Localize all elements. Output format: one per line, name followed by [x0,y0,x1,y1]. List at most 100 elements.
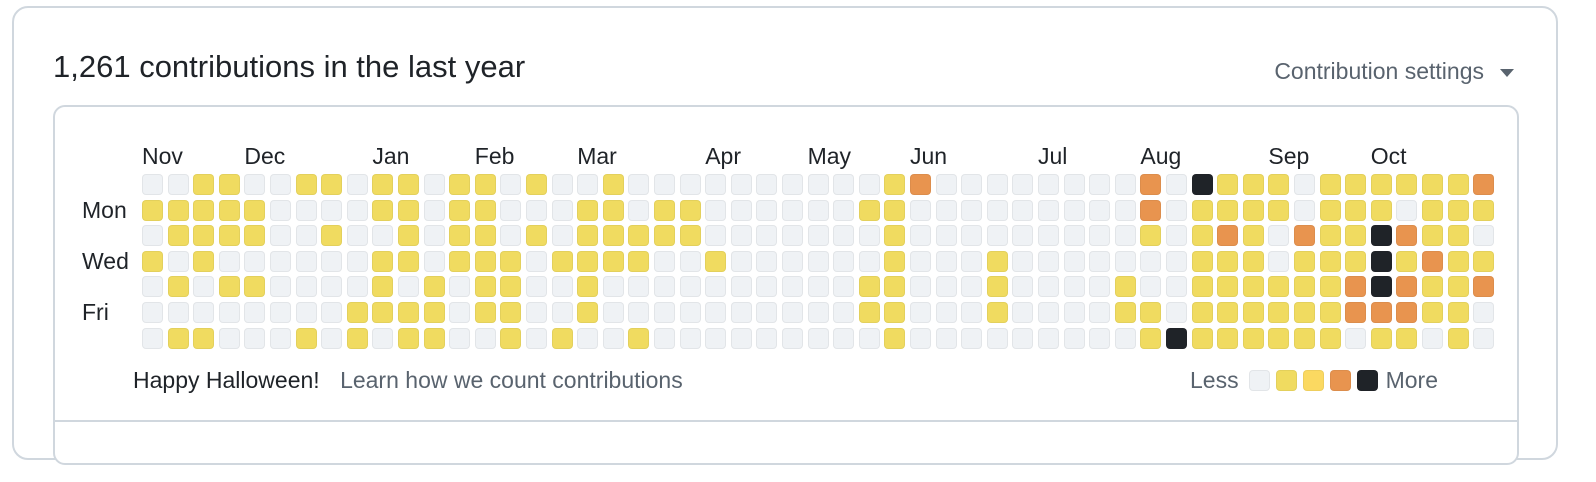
contribution-cell[interactable] [782,302,803,323]
contribution-cell[interactable] [1370,199,1392,221]
contribution-cell[interactable] [705,199,727,221]
contribution-cell[interactable] [1447,250,1469,272]
contribution-cell[interactable] [1319,225,1341,247]
contribution-cell[interactable] [1396,302,1418,323]
contribution-cell[interactable] [1114,199,1136,221]
contribution-cell[interactable] [679,174,701,195]
contribution-cell[interactable] [654,276,675,298]
contribution-cell[interactable] [1294,327,1315,349]
contribution-cell[interactable] [142,199,163,221]
contribution-cell[interactable] [858,199,880,221]
contribution-cell[interactable] [1319,327,1341,349]
contribution-cell[interactable] [986,302,1008,323]
contribution-cell[interactable] [730,199,752,221]
contribution-cell[interactable] [423,174,445,195]
contribution-cell[interactable] [782,174,803,195]
contribution-cell[interactable] [833,199,855,221]
contribution-cell[interactable] [1447,302,1469,323]
contribution-cell[interactable] [449,225,471,247]
contribution-cell[interactable] [270,276,291,298]
contribution-cell[interactable] [1268,225,1290,247]
contribution-cell[interactable] [1063,199,1085,221]
contribution-cell[interactable] [423,225,445,247]
contribution-cell[interactable] [756,250,778,272]
contribution-cell[interactable] [142,250,163,272]
contribution-cell[interactable] [935,250,957,272]
contribution-cell[interactable] [1242,199,1264,221]
contribution-cell[interactable] [423,199,445,221]
contribution-cell[interactable] [346,327,368,349]
contribution-cell[interactable] [884,199,906,221]
contribution-cell[interactable] [1319,302,1341,323]
contribution-cell[interactable] [1012,302,1034,323]
contribution-cell[interactable] [1166,302,1187,323]
contribution-cell[interactable] [142,327,163,349]
contribution-cell[interactable] [193,199,215,221]
contribution-cell[interactable] [1370,302,1392,323]
contribution-cell[interactable] [807,174,829,195]
contribution-cell[interactable] [1447,225,1469,247]
contribution-cell[interactable] [1294,276,1315,298]
contribution-cell[interactable] [167,302,189,323]
contribution-cell[interactable] [1217,250,1239,272]
contribution-cell[interactable] [782,276,803,298]
contribution-cell[interactable] [551,327,573,349]
contribution-cell[interactable] [986,199,1008,221]
contribution-cell[interactable] [756,174,778,195]
learn-contributions-link[interactable]: Learn how we count contributions [340,367,683,393]
contribution-cell[interactable] [1038,174,1059,195]
contribution-cell[interactable] [910,302,931,323]
contribution-cell[interactable] [1038,276,1059,298]
contribution-cell[interactable] [1319,199,1341,221]
contribution-cell[interactable] [1089,225,1111,247]
contribution-cell[interactable] [1268,174,1290,195]
contribution-cell[interactable] [1473,225,1495,247]
contribution-cell[interactable] [654,199,675,221]
contribution-cell[interactable] [526,327,547,349]
contribution-cell[interactable] [321,327,343,349]
contribution-cell[interactable] [244,174,266,195]
contribution-cell[interactable] [449,302,471,323]
contribution-cell[interactable] [398,302,419,323]
contribution-cell[interactable] [526,250,547,272]
contribution-cell[interactable] [193,174,215,195]
contribution-cell[interactable] [1012,250,1034,272]
contribution-cell[interactable] [346,174,368,195]
contribution-cell[interactable] [1370,250,1392,272]
contribution-cell[interactable] [679,199,701,221]
contribution-cell[interactable] [705,225,727,247]
contribution-cell[interactable] [1473,302,1495,323]
contribution-cell[interactable] [935,327,957,349]
contribution-cell[interactable] [782,327,803,349]
contribution-cell[interactable] [730,225,752,247]
contribution-cell[interactable] [321,174,343,195]
contribution-cell[interactable] [577,327,599,349]
contribution-cell[interactable] [756,302,778,323]
contribution-cell[interactable] [218,327,240,349]
contribution-cell[interactable] [295,174,317,195]
contribution-cell[interactable] [500,225,522,247]
contribution-cell[interactable] [1217,302,1239,323]
contribution-cell[interactable] [628,225,650,247]
contribution-cell[interactable] [1242,250,1264,272]
contribution-cell[interactable] [628,327,650,349]
contribution-cell[interactable] [884,250,906,272]
contribution-cell[interactable] [1242,225,1264,247]
contribution-cell[interactable] [1089,276,1111,298]
contribution-cell[interactable] [1294,225,1315,247]
contribution-cell[interactable] [1166,327,1187,349]
contribution-cell[interactable] [526,199,547,221]
contribution-cell[interactable] [142,302,163,323]
contribution-cell[interactable] [1166,250,1187,272]
contribution-cell[interactable] [270,199,291,221]
contribution-cell[interactable] [423,250,445,272]
contribution-cell[interactable] [1242,276,1264,298]
contribution-cell[interactable] [398,174,419,195]
contribution-cell[interactable] [244,250,266,272]
contribution-cell[interactable] [449,174,471,195]
contribution-cell[interactable] [782,199,803,221]
contribution-cell[interactable] [756,199,778,221]
contribution-cell[interactable] [884,225,906,247]
contribution-cell[interactable] [833,276,855,298]
contribution-cell[interactable] [244,225,266,247]
